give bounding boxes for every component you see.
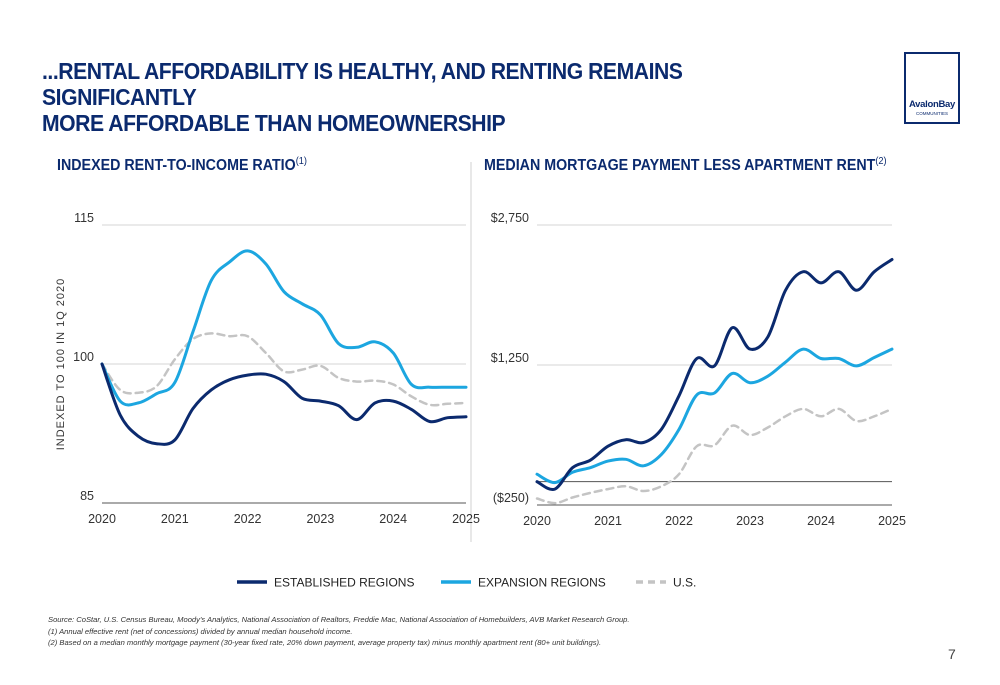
right-chart-y-tick-label: ($250) <box>493 491 529 505</box>
legend-label: ESTABLISHED REGIONS <box>274 576 414 590</box>
page-number: 7 <box>948 646 956 662</box>
legend: ESTABLISHED REGIONS EXPANSION REGIONS U.S. <box>237 576 696 590</box>
right-chart-x-tick-label: 2024 <box>807 514 835 528</box>
right-chart-series-expansion-regions <box>535 347 894 485</box>
right-chart-series-u-s <box>535 407 894 505</box>
avalonbay-logo: AvalonBay COMMUNITIES <box>904 52 960 124</box>
left-chart-y-tick-label: 100 <box>73 350 94 364</box>
left-chart-x-tick-label: 2022 <box>234 512 262 526</box>
left-chart-title: INDEXED RENT-TO-INCOME RATIO(1) <box>57 156 307 175</box>
right-chart-title-note: (2) <box>875 156 887 167</box>
footnote-1: (1) Annual effective rent (net of conces… <box>48 626 353 636</box>
left-chart-series-expansion-regions <box>100 249 468 407</box>
left-chart: 85 100 115 2020 2021 2022 2023 2024 2025 INDEXED … <box>55 211 480 526</box>
page-title-line-1: ...RENTAL AFFORDABILITY IS HEALTHY, AND … <box>42 58 683 110</box>
right-chart-title: MEDIAN MORTGAGE PAYMENT LESS APARTMENT R… <box>484 156 887 175</box>
right-chart-y-tick-label: $1,250 <box>491 351 529 365</box>
left-chart-x-tick-label: 2025 <box>452 512 480 526</box>
legend-label: U.S. <box>673 576 696 590</box>
logo-subtitle: COMMUNITIES <box>916 111 948 116</box>
left-chart-y-tick-label: 115 <box>74 211 94 225</box>
right-chart-x-tick-label: 2022 <box>665 514 693 528</box>
right-chart-title-text: MEDIAN MORTGAGE PAYMENT LESS APARTMENT R… <box>484 157 876 175</box>
page-title: ...RENTAL AFFORDABILITY IS HEALTHY, AND … <box>42 58 796 136</box>
left-chart-x-tick-label: 2021 <box>161 512 189 526</box>
left-chart-x-tick-label: 2023 <box>306 512 334 526</box>
legend-label: EXPANSION REGIONS <box>478 576 606 590</box>
left-chart-x-tick-label: 2024 <box>379 512 407 526</box>
logo-name: AvalonBay <box>908 99 956 110</box>
footnote-source: Source: CoStar, U.S. Census Bureau, Mood… <box>48 615 630 624</box>
left-chart-x-tick-label: 2020 <box>88 512 116 526</box>
left-chart-series-u-s <box>100 332 468 407</box>
right-chart: ($250) $1,250 $2,750 2020 2021 2022 2023 2024 20… <box>491 211 906 528</box>
footnotes: Source: CoStar, U.S. Census Bureau, Mood… <box>48 614 630 649</box>
right-chart-x-tick-label: 2023 <box>736 514 764 528</box>
footnote-2: (2) Based on a median monthly mortgage p… <box>48 638 602 647</box>
left-chart-y-axis-label: INDEXED TO 100 IN 1Q 2020 <box>55 278 67 451</box>
left-chart-y-tick-label: 85 <box>80 489 94 503</box>
left-chart-title-text: INDEXED RENT-TO-INCOME RATIO <box>57 157 296 175</box>
page-title-line-2: MORE AFFORDABLE THAN HOMEOWNERSHIP <box>42 110 506 136</box>
right-chart-x-tick-label: 2025 <box>878 514 906 528</box>
right-chart-x-tick-label: 2021 <box>594 514 622 528</box>
right-chart-y-tick-label: $2,750 <box>491 211 529 225</box>
left-chart-title-note: (1) <box>295 156 307 167</box>
right-chart-x-tick-label: 2020 <box>523 514 551 528</box>
left-chart-series-established-regions <box>100 362 468 446</box>
right-chart-series-established-regions <box>535 258 894 492</box>
